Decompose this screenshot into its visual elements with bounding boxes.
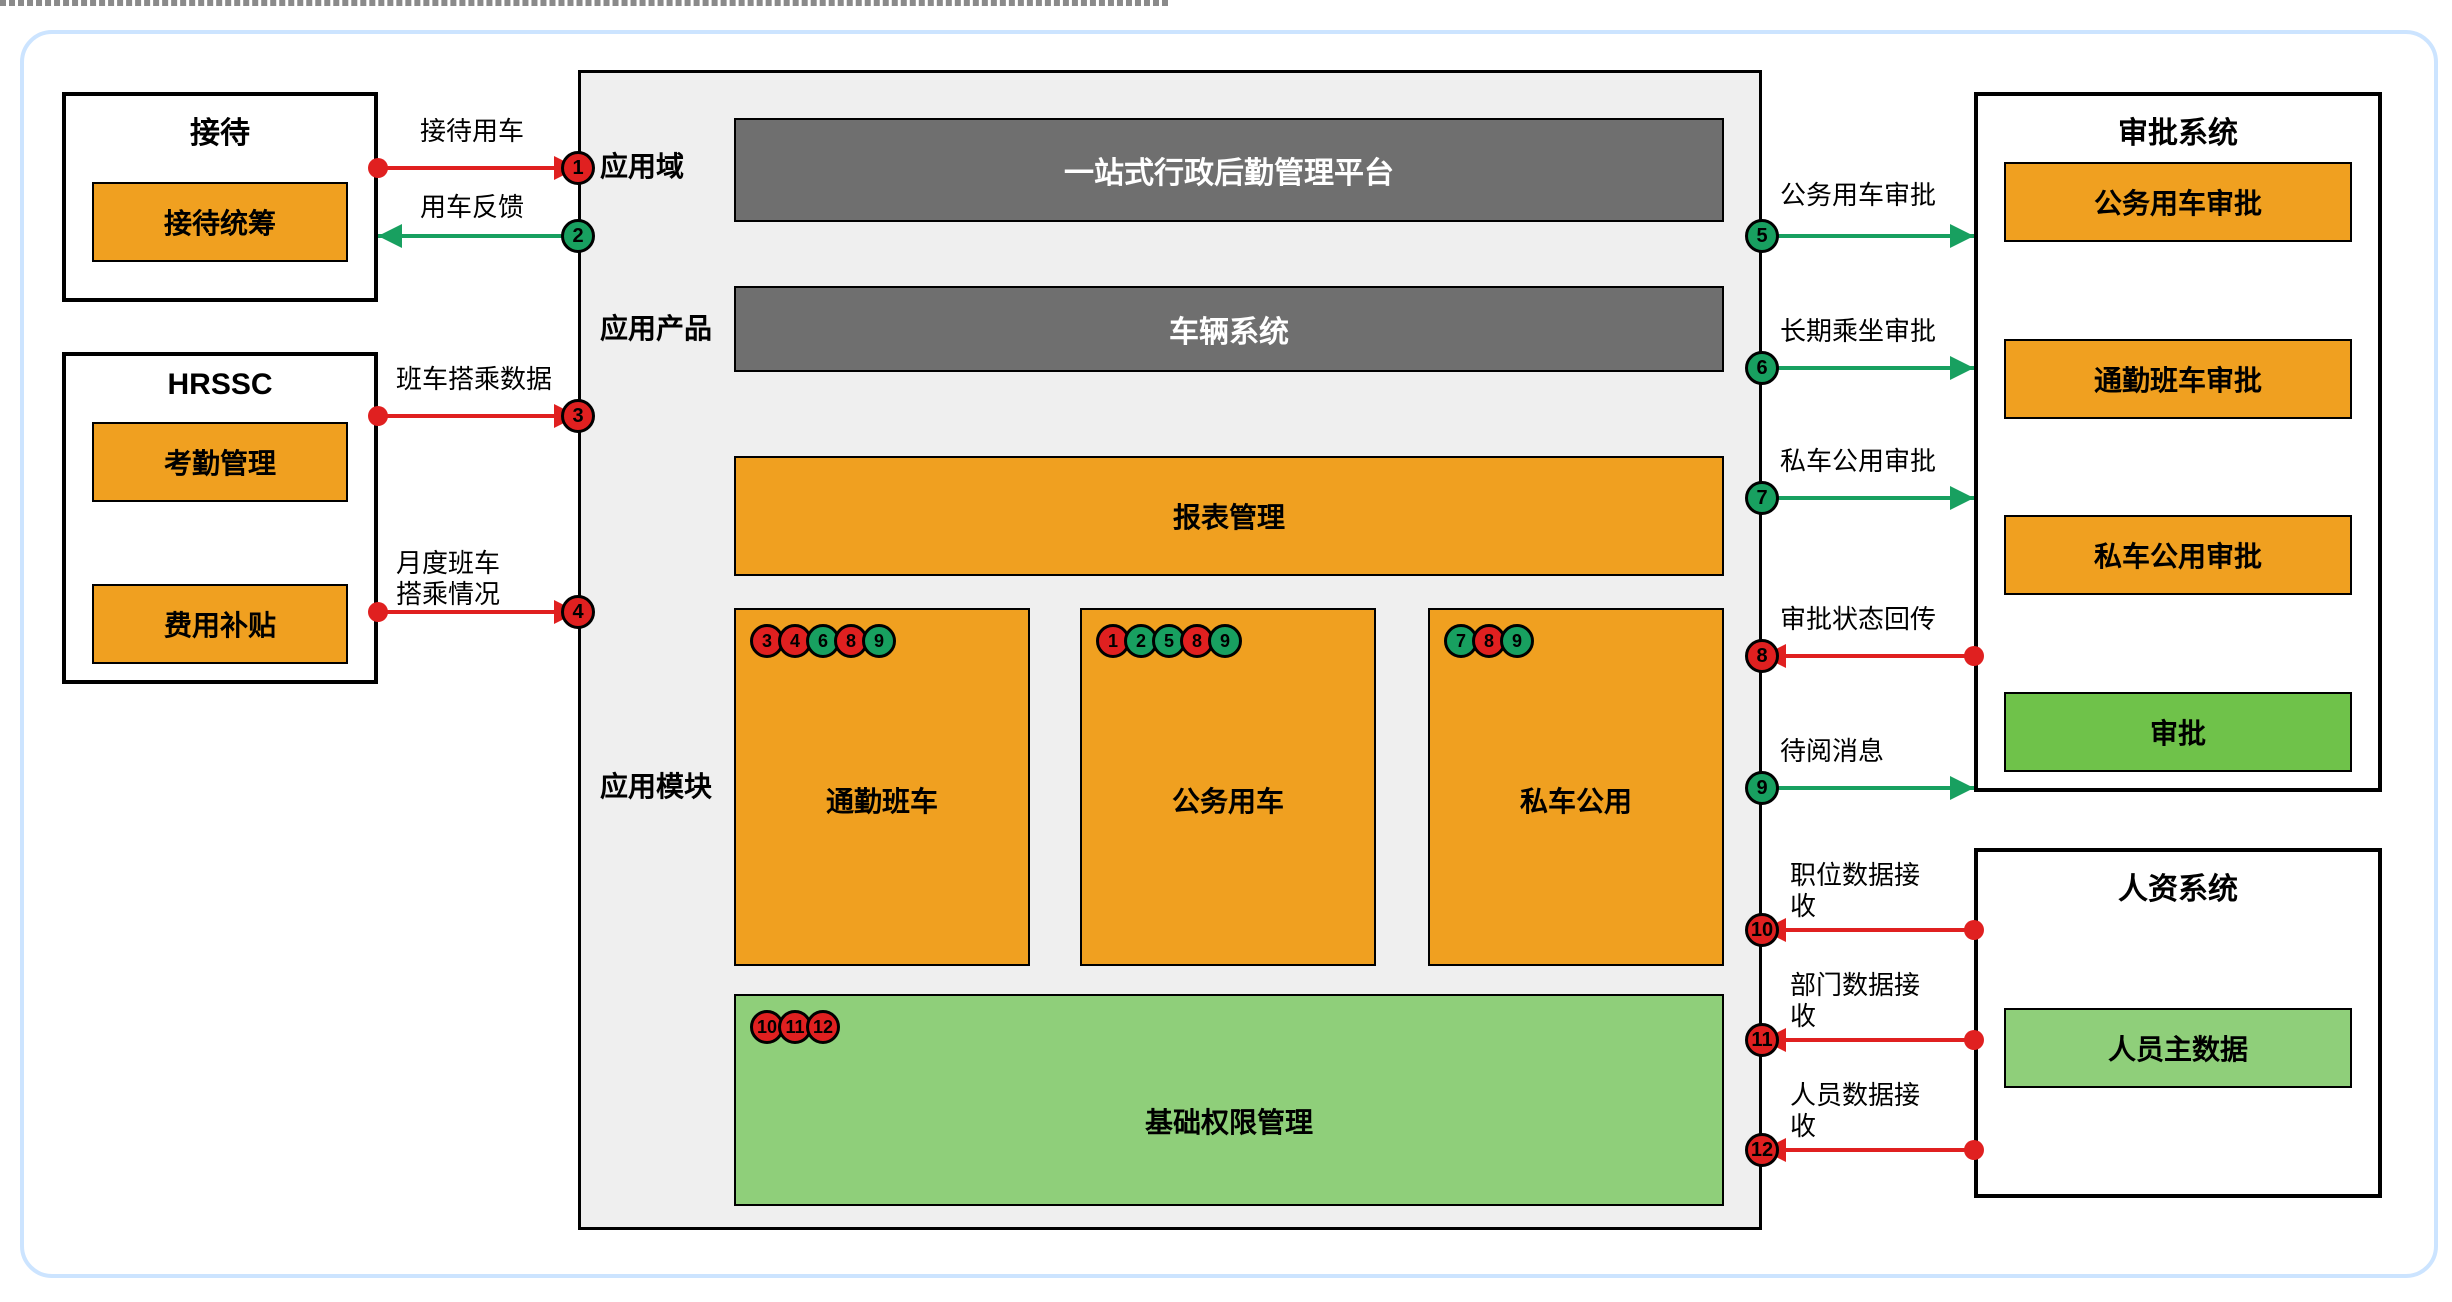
- module-label: 公务用车: [1080, 785, 1376, 825]
- module-badge: 9: [862, 624, 896, 658]
- module-label: 通勤班车: [734, 785, 1030, 825]
- flow-label: 长期乘坐审批: [1780, 316, 1970, 347]
- flow-label: 接待用车: [420, 116, 610, 147]
- center-dashed-separator: [0, 3, 1168, 6]
- center-row-label: 应用模块: [600, 770, 730, 810]
- flow-label: 职位数据接收: [1790, 860, 1980, 922]
- center-top-bar: 一站式行政后勤管理平台: [734, 118, 1724, 222]
- module-badge: 9: [1500, 624, 1534, 658]
- box-item: 审批: [2004, 692, 2352, 772]
- module-badge-row: 12589: [1096, 624, 1236, 658]
- base-badge-row: 101112: [750, 1010, 834, 1044]
- base-permission-panel: [734, 994, 1724, 1206]
- box-title: 审批系统: [1978, 96, 2378, 152]
- box-item: 私车公用审批: [2004, 515, 2352, 595]
- flow-label: 私车公用审批: [1780, 446, 1970, 477]
- report-management: 报表管理: [734, 456, 1724, 576]
- flow-label: 人员数据接收: [1790, 1080, 1980, 1142]
- flow-badge: 7: [1745, 481, 1779, 515]
- flow-label: 待阅消息: [1780, 736, 1970, 767]
- center-row-label: 应用产品: [600, 312, 730, 352]
- flow-badge: 8: [1745, 639, 1779, 673]
- box-item: 费用补贴: [92, 584, 348, 664]
- flow-badge: 3: [561, 399, 595, 433]
- flow-label: 部门数据接收: [1790, 970, 1980, 1032]
- flow-label: 月度班车搭乘情况: [396, 548, 586, 610]
- box-item: 公务用车审批: [2004, 162, 2352, 242]
- flow-label: 班车搭乘数据: [396, 364, 586, 395]
- box-item: 人员主数据: [2004, 1008, 2352, 1088]
- center-top-bar: 车辆系统: [734, 286, 1724, 372]
- flow-badge: 9: [1745, 771, 1779, 805]
- base-permission-label: 基础权限管理: [734, 1106, 1724, 1146]
- box-title: 人资系统: [1978, 852, 2378, 908]
- flow-label: 公务用车审批: [1780, 180, 1970, 211]
- box-item: 考勤管理: [92, 422, 348, 502]
- box-title: HRSSC: [66, 356, 374, 402]
- flow-badge: 5: [1745, 219, 1779, 253]
- module-badge-row: 789: [1444, 624, 1528, 658]
- flow-badge: 10: [1745, 913, 1779, 947]
- box-item: 通勤班车审批: [2004, 339, 2352, 419]
- base-badge: 12: [806, 1010, 840, 1044]
- flow-label: 审批状态回传: [1780, 604, 1970, 635]
- flow-badge: 11: [1745, 1023, 1779, 1057]
- center-row-label: 应用域: [600, 150, 730, 190]
- flow-badge: 1: [561, 151, 595, 185]
- flow-badge: 12: [1745, 1133, 1779, 1167]
- flow-label: 用车反馈: [420, 192, 610, 223]
- module-label: 私车公用: [1428, 785, 1724, 825]
- box-item: 接待统筹: [92, 182, 348, 262]
- flow-badge: 6: [1745, 351, 1779, 385]
- box-title: 接待: [66, 96, 374, 152]
- flow-badge: 2: [561, 219, 595, 253]
- module-badge-row: 34689: [750, 624, 890, 658]
- module-badge: 9: [1208, 624, 1242, 658]
- diagram-stage: 应用域应用产品应用模块 一站式行政后勤管理平台车辆系统报表管理 34689 通勤班车 1…: [0, 0, 2452, 1302]
